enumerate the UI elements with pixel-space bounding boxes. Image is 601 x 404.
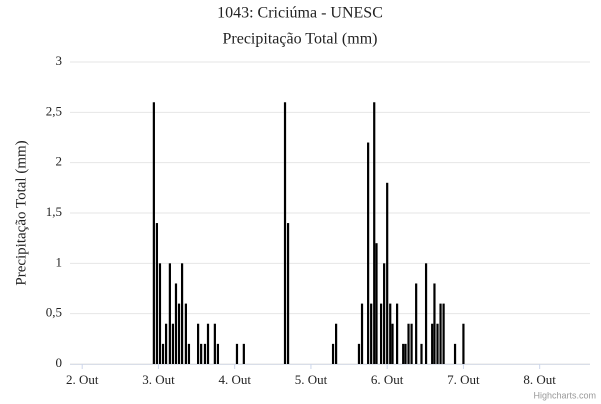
bar xyxy=(184,303,187,364)
x-tick-label: 7. Out xyxy=(447,372,480,387)
bar xyxy=(373,102,376,365)
bar xyxy=(360,303,364,364)
x-tick-label: 2. Out xyxy=(66,372,99,387)
bar xyxy=(171,323,175,364)
x-tick-label: 4. Out xyxy=(218,372,251,387)
y-tick-label: 1 xyxy=(56,254,63,269)
y-tick-label: 2 xyxy=(56,154,63,169)
bar xyxy=(158,263,162,364)
x-tick-label: 8. Out xyxy=(523,372,556,387)
y-tick-label: 2,5 xyxy=(46,103,62,118)
bar xyxy=(286,223,290,364)
bar xyxy=(357,343,361,364)
y-tick-label: 1,5 xyxy=(46,204,62,219)
bar xyxy=(433,283,436,364)
bar xyxy=(431,323,434,364)
bar xyxy=(442,303,445,364)
x-tick-label: 6. Out xyxy=(371,372,404,387)
bar xyxy=(177,303,181,364)
bar xyxy=(164,323,168,364)
bar xyxy=(453,343,457,364)
bar xyxy=(180,263,184,364)
x-tick-label: 5. Out xyxy=(295,372,328,387)
bar xyxy=(420,343,423,364)
bar xyxy=(334,323,338,364)
bar xyxy=(386,182,389,364)
bar xyxy=(424,263,428,364)
bar xyxy=(216,343,220,364)
bar xyxy=(370,303,373,364)
bar xyxy=(367,142,370,364)
bar xyxy=(187,343,191,364)
bar xyxy=(331,343,335,364)
x-tick-label: 3. Out xyxy=(142,372,175,387)
bar xyxy=(203,343,207,364)
bar xyxy=(283,102,287,365)
bar xyxy=(242,343,245,364)
y-tick-label: 0 xyxy=(56,355,63,370)
bar xyxy=(206,323,210,364)
bar xyxy=(375,243,378,364)
bar xyxy=(379,303,383,364)
bar xyxy=(407,323,410,364)
bar xyxy=(391,323,394,364)
bar xyxy=(383,263,386,364)
bar xyxy=(395,303,399,364)
bar xyxy=(410,323,413,364)
bar xyxy=(200,343,203,364)
bar xyxy=(161,343,165,364)
bar xyxy=(436,323,439,364)
y-axis-label: Precipitação Total (mm) xyxy=(13,140,29,285)
bar xyxy=(439,303,442,364)
y-tick-label: 3 xyxy=(56,53,63,68)
credits: Highcharts.com xyxy=(533,390,596,400)
bar xyxy=(174,283,178,364)
bar xyxy=(389,303,392,364)
chart-subtitle: Precipitação Total (mm) xyxy=(223,31,378,48)
bar xyxy=(213,323,216,364)
chart-title: 1043: Criciúma - UNESC xyxy=(217,5,383,22)
bar xyxy=(462,323,465,364)
bar xyxy=(415,283,418,364)
y-tick-label: 0,5 xyxy=(46,305,62,320)
bar xyxy=(404,343,407,364)
bar xyxy=(196,323,200,364)
bar xyxy=(155,223,159,364)
bar xyxy=(168,263,171,364)
bar xyxy=(152,102,155,365)
bar xyxy=(235,343,239,364)
bar xyxy=(402,343,405,364)
